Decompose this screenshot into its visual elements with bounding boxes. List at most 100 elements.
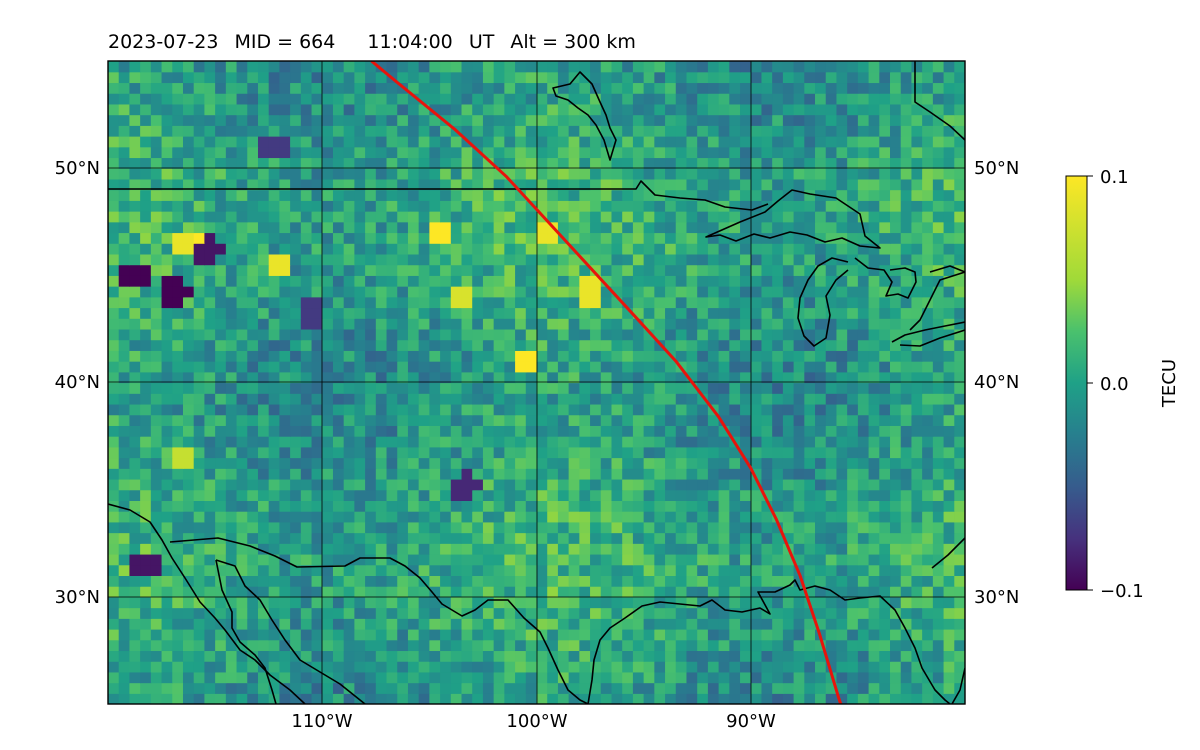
- heatmap-cell: [515, 693, 527, 704]
- heatmap-cell: [772, 436, 784, 448]
- heatmap-cell: [857, 457, 870, 469]
- heatmap-cell: [279, 264, 291, 276]
- title-altitude: Alt = 300 km: [510, 31, 636, 53]
- heatmap-cell: [193, 221, 206, 234]
- heatmap-cell: [600, 586, 613, 598]
- heatmap-cell: [343, 253, 355, 266]
- heatmap-cell: [300, 168, 313, 180]
- heatmap-cell: [193, 93, 206, 105]
- heatmap-cell: [375, 178, 388, 191]
- heatmap-cell: [579, 211, 591, 223]
- heatmap-cell: [418, 671, 430, 684]
- heatmap-cell: [386, 414, 398, 426]
- heatmap-cell: [665, 543, 677, 555]
- heatmap-cell: [740, 93, 752, 105]
- heatmap-cell: [611, 661, 623, 673]
- heatmap-cell: [311, 586, 323, 598]
- heatmap-cell: [515, 436, 527, 448]
- heatmap-cell: [675, 178, 688, 191]
- heatmap-cell: [322, 318, 334, 330]
- heatmap-cell: [718, 661, 730, 673]
- heatmap-cell: [215, 286, 227, 298]
- heatmap-cell: [675, 521, 688, 534]
- heatmap-cell: [665, 478, 677, 491]
- heatmap-cell: [268, 371, 280, 384]
- heatmap-cell: [279, 382, 291, 394]
- heatmap-cell: [129, 650, 141, 662]
- heatmap-cell: [825, 500, 838, 512]
- heatmap-cell: [793, 586, 805, 598]
- heatmap-cell: [579, 114, 591, 126]
- heatmap-cell: [268, 521, 280, 534]
- heatmap-cell: [590, 136, 602, 148]
- heatmap-cell: [257, 436, 270, 448]
- heatmap-cell: [343, 403, 355, 416]
- heatmap-cell: [311, 93, 323, 105]
- heatmap-cell: [868, 446, 880, 459]
- heatmap-cell: [622, 136, 634, 148]
- heatmap-cell: [686, 596, 698, 609]
- heatmap-cell: [622, 414, 634, 426]
- heatmap-cell: [279, 403, 291, 416]
- heatmap-cell: [675, 200, 688, 212]
- heatmap-cell: [761, 425, 773, 437]
- heatmap-cell: [772, 671, 784, 684]
- heatmap-cell: [697, 532, 709, 544]
- heatmap-cell: [279, 628, 291, 641]
- heatmap-cell: [954, 168, 965, 180]
- heatmap-cell: [600, 136, 613, 148]
- heatmap-cell: [654, 296, 666, 309]
- heatmap-cell: [600, 682, 613, 694]
- heatmap-cell: [515, 543, 527, 555]
- heatmap-cell: [557, 286, 570, 298]
- heatmap-cell: [332, 393, 345, 405]
- heatmap-cell: [225, 511, 238, 523]
- heatmap-cell: [268, 307, 280, 319]
- heatmap-cell: [429, 189, 441, 201]
- heatmap-cell: [322, 693, 334, 704]
- heatmap-cell: [279, 71, 291, 84]
- heatmap-cell: [150, 596, 163, 609]
- heatmap-cell: [547, 146, 559, 159]
- heatmap-cell: [236, 178, 248, 191]
- heatmap-cell: [108, 425, 120, 437]
- heatmap-cell: [182, 446, 195, 459]
- heatmap-cell: [279, 157, 291, 169]
- heatmap-cell: [943, 489, 955, 501]
- heatmap-cell: [429, 553, 441, 566]
- heatmap-cell: [247, 446, 259, 459]
- heatmap-cell: [911, 564, 923, 576]
- heatmap-cell: [140, 607, 152, 619]
- heatmap-cell: [332, 125, 345, 137]
- heatmap-cell: [750, 211, 763, 223]
- heatmap-cell: [547, 575, 559, 587]
- heatmap-cell: [247, 521, 259, 534]
- heatmap-cell: [440, 371, 452, 384]
- heatmap-cell: [182, 232, 195, 244]
- heatmap-cell: [857, 211, 870, 223]
- heatmap-cell: [504, 61, 516, 73]
- heatmap-cell: [911, 157, 923, 169]
- heatmap-cell: [761, 511, 773, 523]
- heatmap-cell: [150, 307, 163, 319]
- heatmap-cell: [740, 114, 752, 126]
- heatmap-cell: [740, 189, 752, 201]
- heatmap-cell: [954, 500, 965, 512]
- heatmap-cell: [493, 318, 505, 330]
- heatmap-cell: [547, 425, 559, 437]
- heatmap-cell: [579, 382, 591, 394]
- heatmap-cell: [108, 543, 120, 555]
- heatmap-cell: [836, 221, 848, 234]
- heatmap-cell: [311, 296, 323, 309]
- heatmap-cell: [236, 328, 248, 341]
- heatmap-cell: [279, 307, 291, 319]
- heatmap-cell: [515, 232, 527, 244]
- heatmap-cell: [954, 607, 965, 619]
- heatmap-cell: [472, 286, 484, 298]
- heatmap-cell: [622, 382, 634, 394]
- heatmap-cell: [161, 82, 173, 94]
- heatmap-cell: [600, 543, 613, 555]
- heatmap-cell: [172, 682, 184, 694]
- heatmap-cell: [386, 200, 398, 212]
- heatmap-cell: [836, 446, 848, 459]
